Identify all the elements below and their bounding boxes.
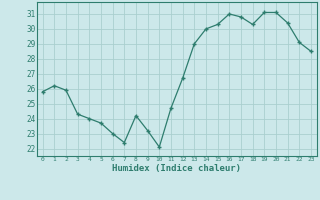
X-axis label: Humidex (Indice chaleur): Humidex (Indice chaleur) bbox=[112, 164, 241, 173]
